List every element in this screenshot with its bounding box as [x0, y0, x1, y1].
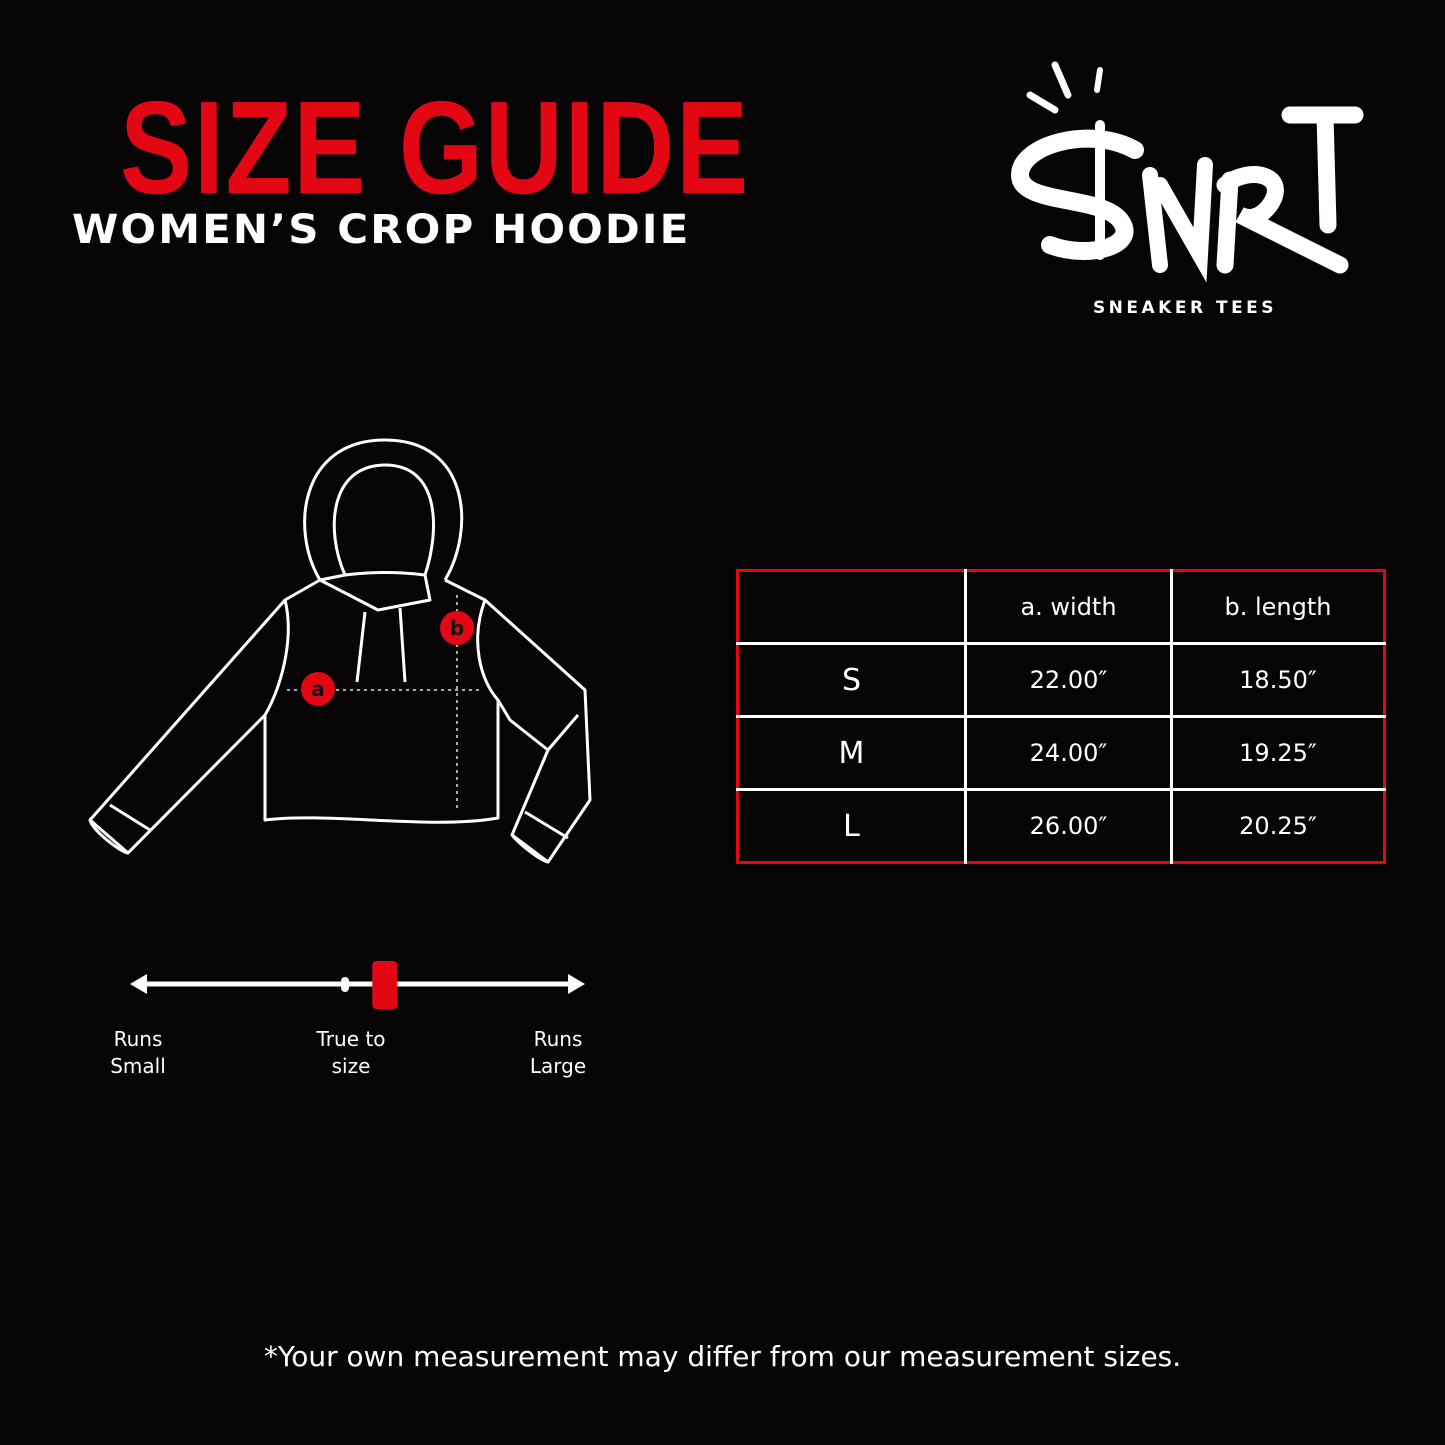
fit-label-true-to-size: True to size [316, 1027, 386, 1078]
size-table: a. width b. length S 22.00″ 18.50″ M 24.… [736, 569, 1386, 864]
fit-scale-marker [372, 961, 398, 1009]
header-cell-size [737, 570, 967, 645]
arrow-left-icon [130, 974, 147, 994]
size-cell: M [737, 715, 967, 791]
arrow-right-icon [568, 974, 585, 994]
brand-logo [1010, 61, 1364, 283]
marker-b [440, 611, 474, 645]
length-cell: 18.50″ [1170, 642, 1385, 718]
marker-a-label: a [311, 677, 325, 701]
page-title: SIZE GUIDE [120, 74, 750, 221]
table-row: L 26.00″ 20.25″ [737, 788, 1385, 863]
width-cell: 24.00″ [964, 715, 1173, 791]
marker-b-label: b [450, 616, 464, 640]
width-cell: 22.00″ [964, 642, 1173, 718]
length-cell: 19.25″ [1170, 715, 1385, 791]
table-row: M 24.00″ 19.25″ [737, 715, 1385, 791]
table-header-row: a. width b. length [737, 570, 1385, 645]
fit-scale-center-tick [341, 977, 349, 992]
length-cell: 20.25″ [1170, 788, 1385, 863]
table-row: S 22.00″ 18.50″ [737, 642, 1385, 718]
header-cell-length: b. length [1170, 570, 1385, 645]
brand-tagline: SNEAKER TEES [1092, 298, 1278, 318]
marker-a [301, 672, 335, 706]
size-cell: S [737, 642, 967, 718]
product-subtitle: WOMEN’S CROP HOODIE [72, 207, 691, 253]
fit-label-runs-large: Runs Large [529, 1027, 587, 1078]
fit-label-runs-small: Runs Small [110, 1027, 166, 1078]
footnote: *Your own measurement may differ from ou… [263, 1340, 1182, 1373]
width-cell: 26.00″ [964, 788, 1173, 863]
hoodie-diagram: a b [88, 438, 592, 864]
header-cell-width: a. width [964, 570, 1173, 645]
size-cell: L [737, 788, 967, 863]
fit-scale [130, 961, 585, 1009]
